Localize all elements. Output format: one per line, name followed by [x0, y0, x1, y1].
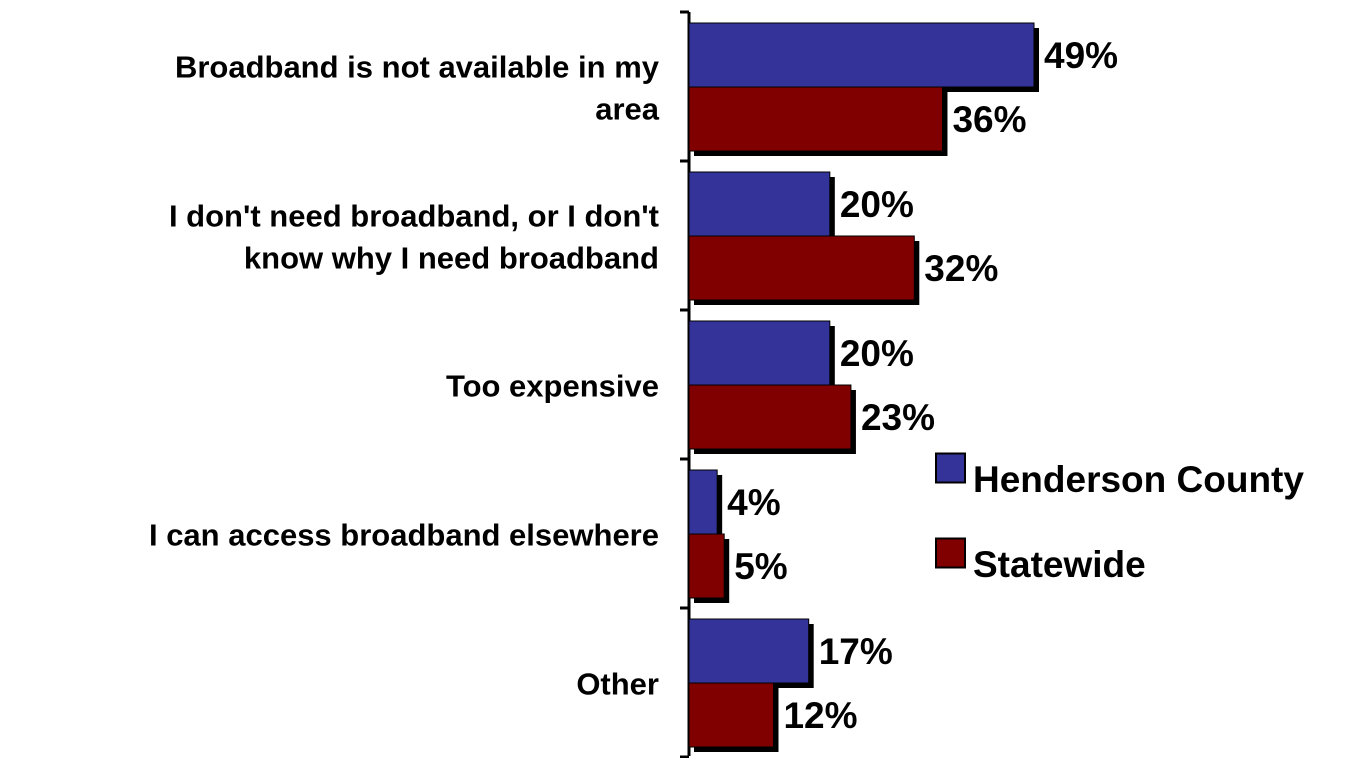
- bar-henderson: [689, 470, 717, 534]
- legend-swatch: [936, 454, 965, 483]
- data-label: 20%: [840, 333, 914, 374]
- category-axis: [680, 12, 689, 757]
- category-label: Broadband is not available in my: [175, 50, 660, 85]
- data-label: 5%: [734, 546, 787, 587]
- category-label: area: [595, 92, 660, 127]
- category-label: Too expensive: [446, 369, 659, 404]
- bar-statewide: [689, 683, 773, 747]
- legend-swatch: [936, 539, 965, 568]
- category-labels: Broadband is not available in my area I do…: [149, 50, 660, 702]
- bar-henderson: [689, 172, 830, 236]
- bar-henderson: [689, 321, 830, 385]
- legend-label: Statewide: [973, 544, 1146, 585]
- data-label: 32%: [924, 248, 998, 289]
- data-label: 20%: [840, 184, 914, 225]
- data-label: 36%: [952, 99, 1026, 140]
- legend-label: Henderson County: [973, 459, 1304, 500]
- data-label: 12%: [783, 695, 857, 736]
- category-label: know why I need broadband: [244, 241, 659, 276]
- bar-statewide: [689, 87, 942, 151]
- data-label: 49%: [1044, 35, 1118, 76]
- data-label: 23%: [861, 397, 935, 438]
- data-label: 17%: [819, 631, 893, 672]
- bar-henderson: [689, 619, 809, 683]
- bar-statewide: [689, 236, 914, 300]
- category-label: Other: [576, 667, 659, 702]
- bar-statewide: [689, 385, 851, 449]
- bar-statewide: [689, 534, 724, 598]
- data-label: 4%: [727, 482, 780, 523]
- legend: Henderson County Statewide: [936, 454, 1304, 586]
- category-label: I can access broadband elsewhere: [149, 518, 659, 553]
- category-label: I don't need broadband, or I don't: [169, 199, 659, 234]
- bar-henderson: [689, 23, 1034, 87]
